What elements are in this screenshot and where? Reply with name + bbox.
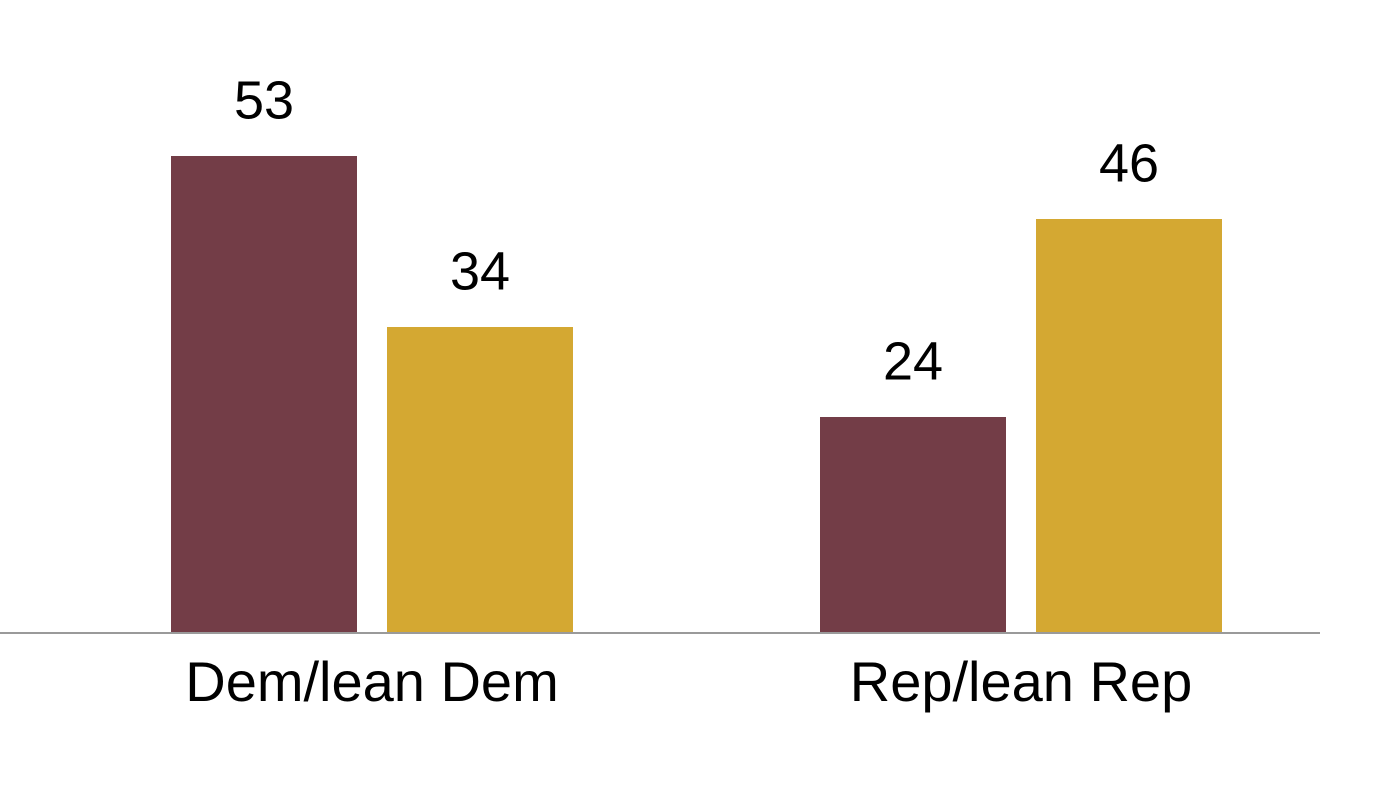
bar [387, 327, 573, 633]
bar [171, 156, 357, 633]
value-label: 53 [234, 70, 294, 130]
value-label: 34 [450, 241, 510, 301]
x-tick-label: Dem/lean Dem [185, 650, 558, 713]
value-label: 24 [883, 331, 943, 391]
bar [1036, 219, 1222, 633]
x-tick-label: Rep/lean Rep [850, 650, 1192, 713]
bar [820, 417, 1006, 633]
value-label: 46 [1099, 133, 1159, 193]
